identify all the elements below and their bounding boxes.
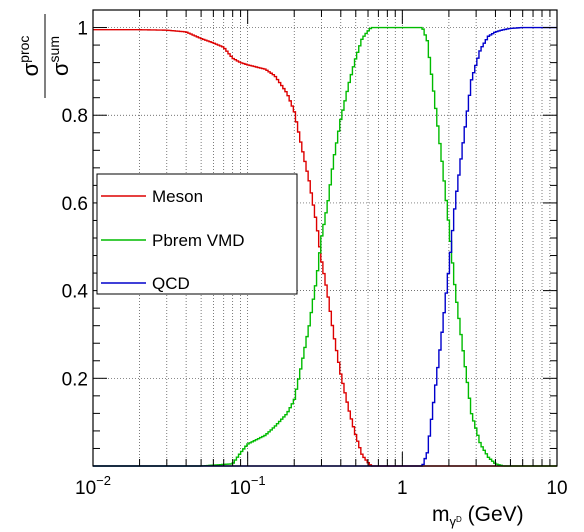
legend-label-pbrem-vmd: Pbrem VMD: [152, 231, 245, 250]
y-tick-label: 0.4: [62, 282, 89, 303]
legend: Meson Pbrem VMD QCD: [96, 173, 298, 295]
y-tick-label: 0.2: [62, 369, 88, 390]
x-tick-label: 1: [397, 478, 408, 499]
legend-box: [96, 173, 298, 295]
y-tick-label: 1: [77, 19, 88, 40]
legend-label-meson: Meson: [152, 187, 203, 206]
y-axis-label-denominator: σsum: [46, 36, 73, 76]
x-axis-label: mγD (GeV): [432, 503, 524, 529]
y-tick-label: 0.6: [62, 194, 88, 215]
ticks: 10−2 10−1 1 10 0.2 0.4 0.6 0.8 1: [62, 10, 568, 499]
x-tick-label: 10−1: [230, 473, 266, 499]
x-tick-label: 10−2: [75, 473, 111, 499]
y-axis-label-numerator: σproc: [16, 36, 43, 77]
x-tick-label: 10: [546, 478, 567, 499]
y-axis-label: σproc σsum: [16, 14, 73, 98]
legend-label-qcd: QCD: [152, 274, 190, 293]
y-tick-label: 0.8: [62, 106, 88, 127]
